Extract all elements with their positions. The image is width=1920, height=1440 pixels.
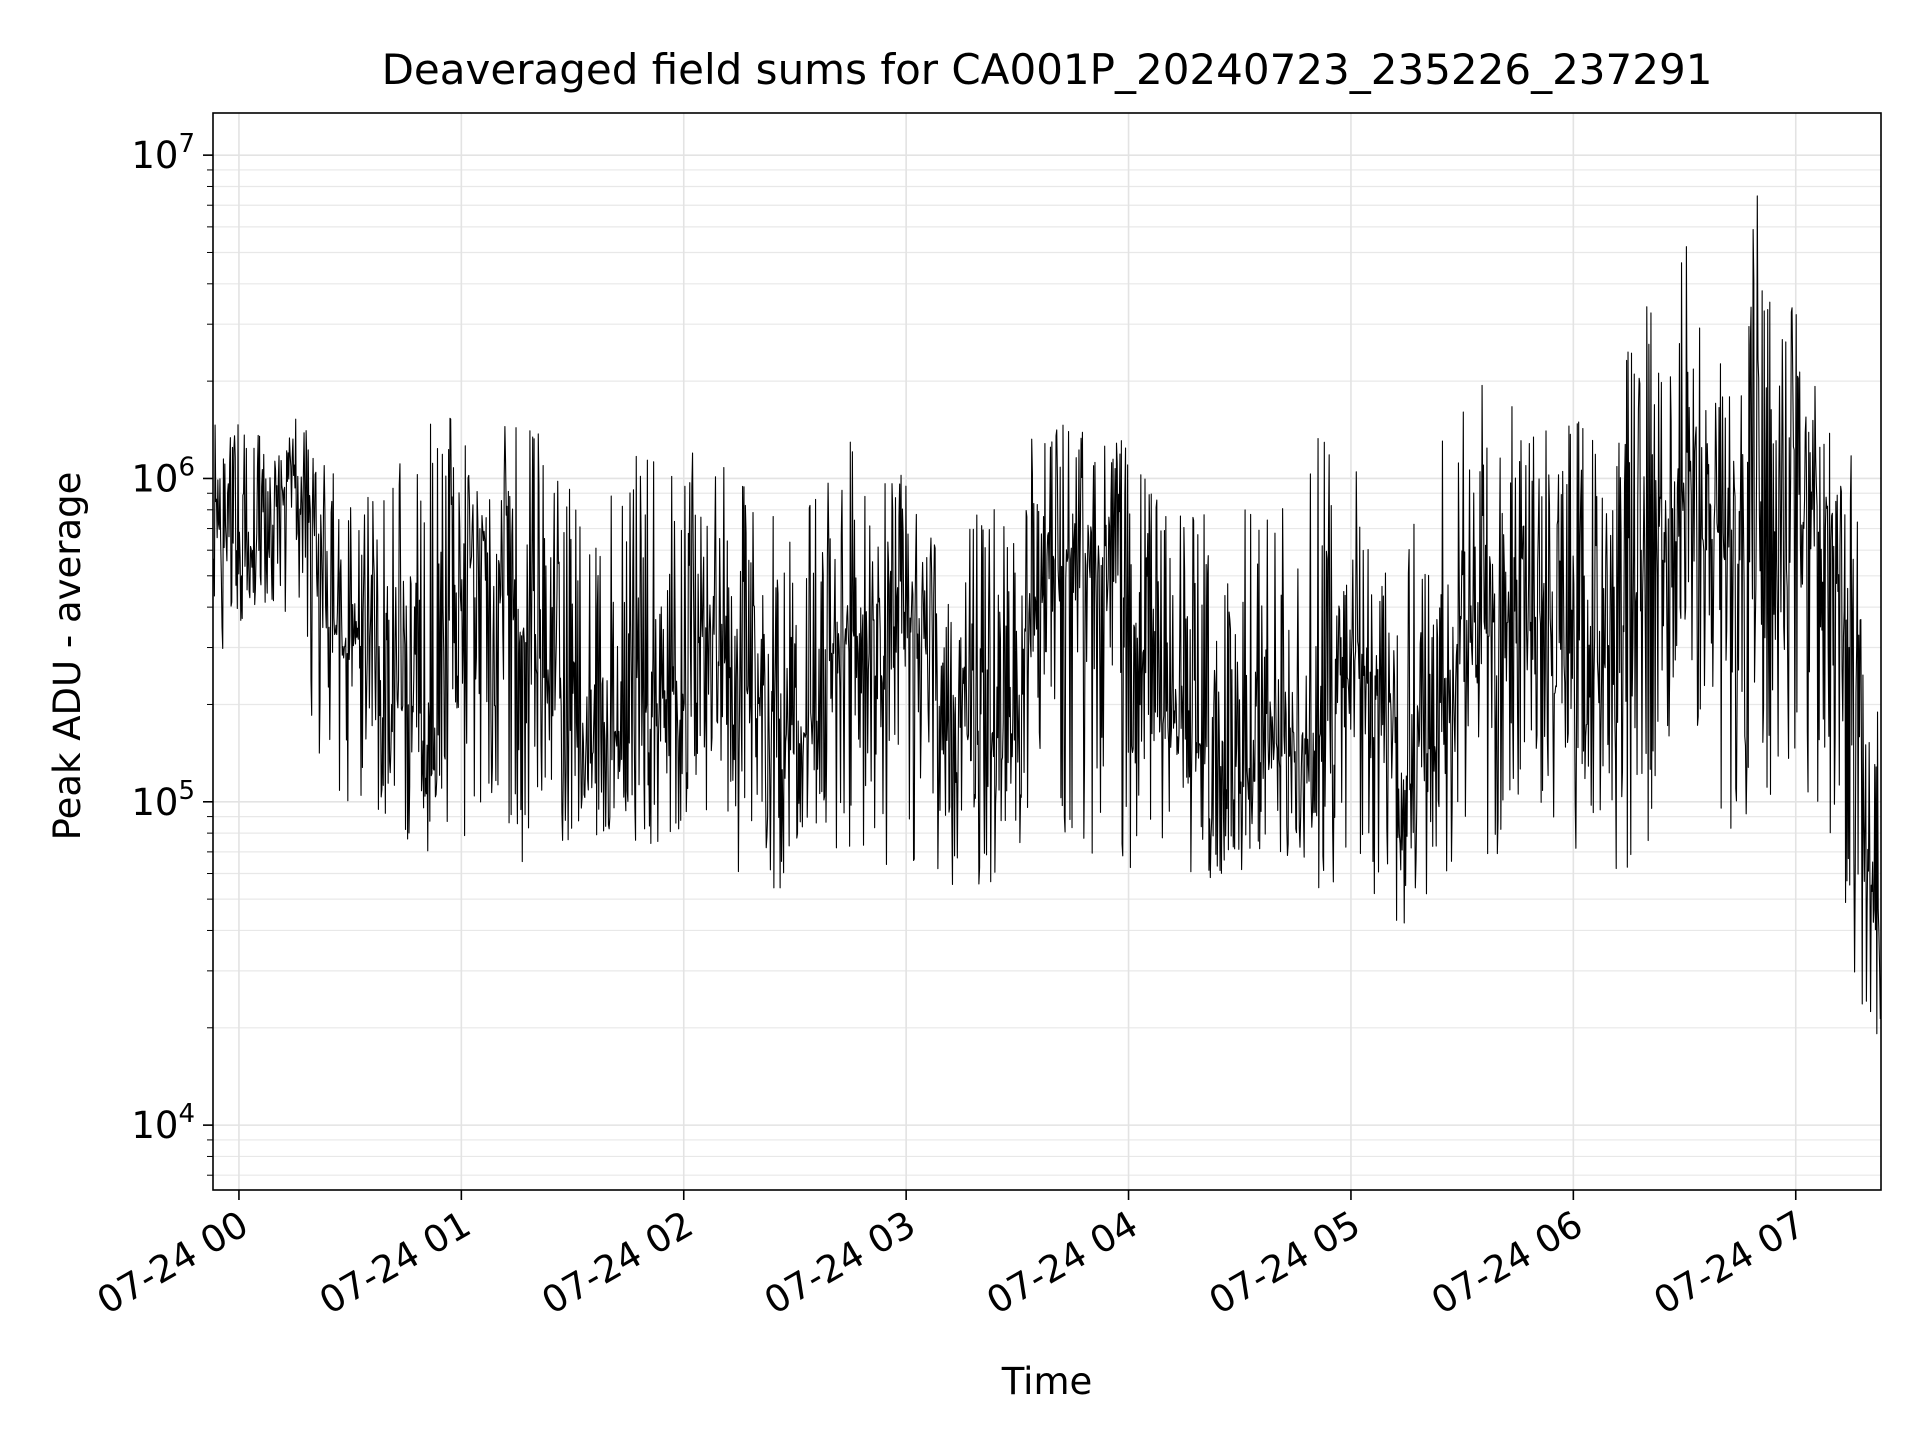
- x-axis-label: Time: [1001, 1360, 1093, 1403]
- y-tick-label-exponent: 7: [178, 129, 195, 159]
- x-tick-label: 07-24 05: [1202, 1203, 1368, 1323]
- series-layer: [212, 195, 1882, 1035]
- y-tick-label-base: 10: [131, 457, 178, 500]
- x-tick-label: 07-24 02: [535, 1203, 701, 1323]
- y-tick-label-base: 10: [131, 134, 178, 177]
- chart-title: Deaveraged field sums for CA001P_2024072…: [382, 45, 1713, 94]
- series-line: [212, 195, 1882, 1035]
- y-tick-label: 106: [131, 452, 195, 500]
- y-tick-label-base: 10: [131, 1104, 178, 1147]
- x-tick-label: 07-24 00: [90, 1203, 256, 1323]
- y-tick-label-exponent: 6: [178, 452, 195, 482]
- x-tick-label: 07-24 04: [979, 1203, 1145, 1323]
- axis-ticks: [203, 154, 1797, 1200]
- x-tick-label: 07-24 06: [1424, 1203, 1590, 1323]
- plot-frame: [212, 112, 1882, 1191]
- y-tick-label: 107: [131, 129, 195, 177]
- y-axis-label: Peak ADU - average: [46, 472, 89, 841]
- y-tick-label: 105: [131, 776, 195, 824]
- y-tick-label-base: 10: [131, 781, 178, 824]
- y-tick-label: 104: [131, 1099, 195, 1147]
- y-tick-label-exponent: 4: [178, 1099, 195, 1129]
- x-tick-label: 07-24 07: [1647, 1203, 1813, 1323]
- y-tick-label-exponent: 5: [178, 776, 195, 806]
- x-tick-label: 07-24 03: [757, 1203, 923, 1323]
- x-tick-label: 07-24 01: [312, 1203, 478, 1323]
